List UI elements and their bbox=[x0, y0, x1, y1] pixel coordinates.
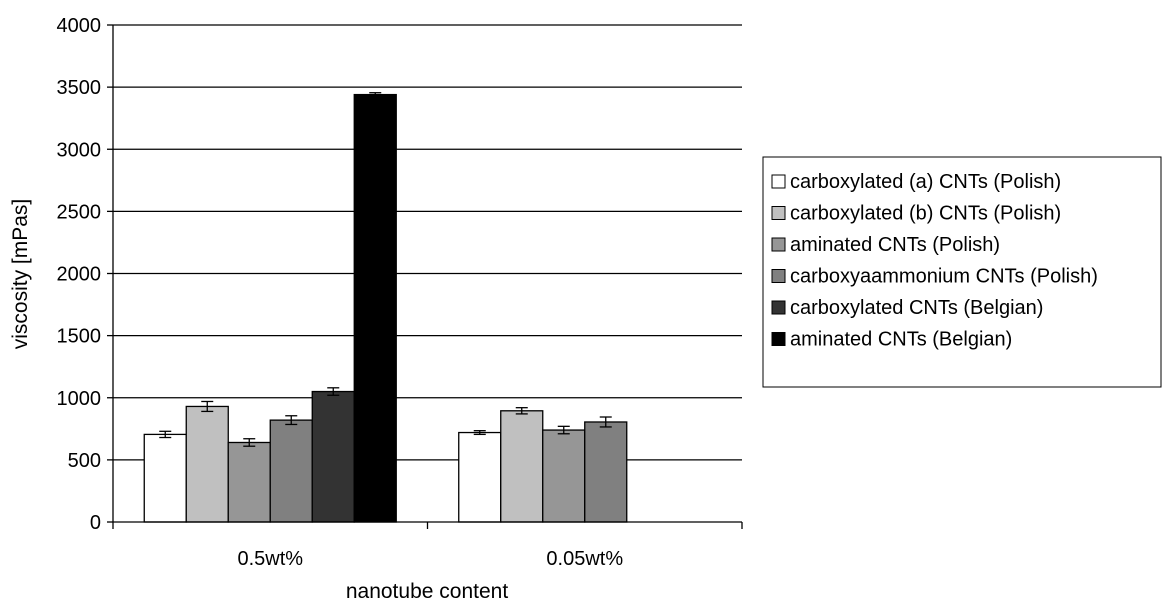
legend-swatch bbox=[771, 332, 786, 346]
legend-label: aminated CNTs (Polish) bbox=[790, 234, 1000, 256]
bar bbox=[353, 93, 397, 523]
bar bbox=[143, 433, 187, 523]
bars bbox=[143, 92, 628, 523]
legend-swatch bbox=[771, 269, 786, 283]
y-tick-label: 3000 bbox=[57, 139, 102, 161]
bar bbox=[584, 421, 628, 523]
y-tick-label: 2500 bbox=[57, 201, 102, 223]
legend-label: carboxylated (b) CNTs (Polish) bbox=[790, 203, 1061, 225]
legend-label: aminated CNTs (Belgian) bbox=[790, 329, 1012, 351]
legend-swatch bbox=[771, 300, 786, 315]
legend-label: carboxylated (a) CNTs (Polish) bbox=[790, 171, 1061, 193]
legend-label: carboxyaammonium CNTs (Polish) bbox=[790, 266, 1098, 288]
y-tick-label: 2000 bbox=[57, 264, 102, 286]
y-axis-title: viscosity [mPas] bbox=[9, 199, 32, 350]
x-tick-labels: 0.5wt% 0.05wt% bbox=[237, 548, 623, 570]
legend: carboxylated (a) CNTs (Polish) carboxylat… bbox=[762, 156, 1162, 388]
bar bbox=[185, 405, 229, 523]
bar bbox=[311, 390, 355, 523]
y-tick-label: 1500 bbox=[57, 326, 102, 348]
x-tick-label: 0.05wt% bbox=[546, 548, 623, 570]
x-tick-label: 0.5wt% bbox=[237, 548, 303, 570]
y-tick-label: 4000 bbox=[57, 15, 102, 37]
legend-swatch bbox=[771, 174, 786, 189]
y-tick-label: 1000 bbox=[57, 388, 102, 410]
bar bbox=[500, 410, 544, 523]
bar bbox=[458, 431, 502, 523]
bar bbox=[269, 419, 313, 523]
legend-frame bbox=[762, 156, 1162, 388]
legend-swatch bbox=[771, 237, 786, 252]
x-axis-title: nanotube content bbox=[346, 580, 508, 603]
y-tick-label: 500 bbox=[68, 450, 101, 472]
axes bbox=[107, 24, 743, 529]
bar bbox=[227, 441, 271, 523]
bar bbox=[542, 429, 586, 523]
legend-swatch bbox=[771, 206, 786, 220]
gridlines bbox=[113, 24, 742, 461]
y-tick-labels: 0 500 1000 1500 2000 2500 3000 3500 4000 bbox=[57, 15, 102, 534]
y-tick-label: 3500 bbox=[57, 77, 102, 99]
y-tick-label: 0 bbox=[90, 512, 101, 534]
legend-label: carboxylated CNTs (Belgian) bbox=[790, 297, 1043, 319]
